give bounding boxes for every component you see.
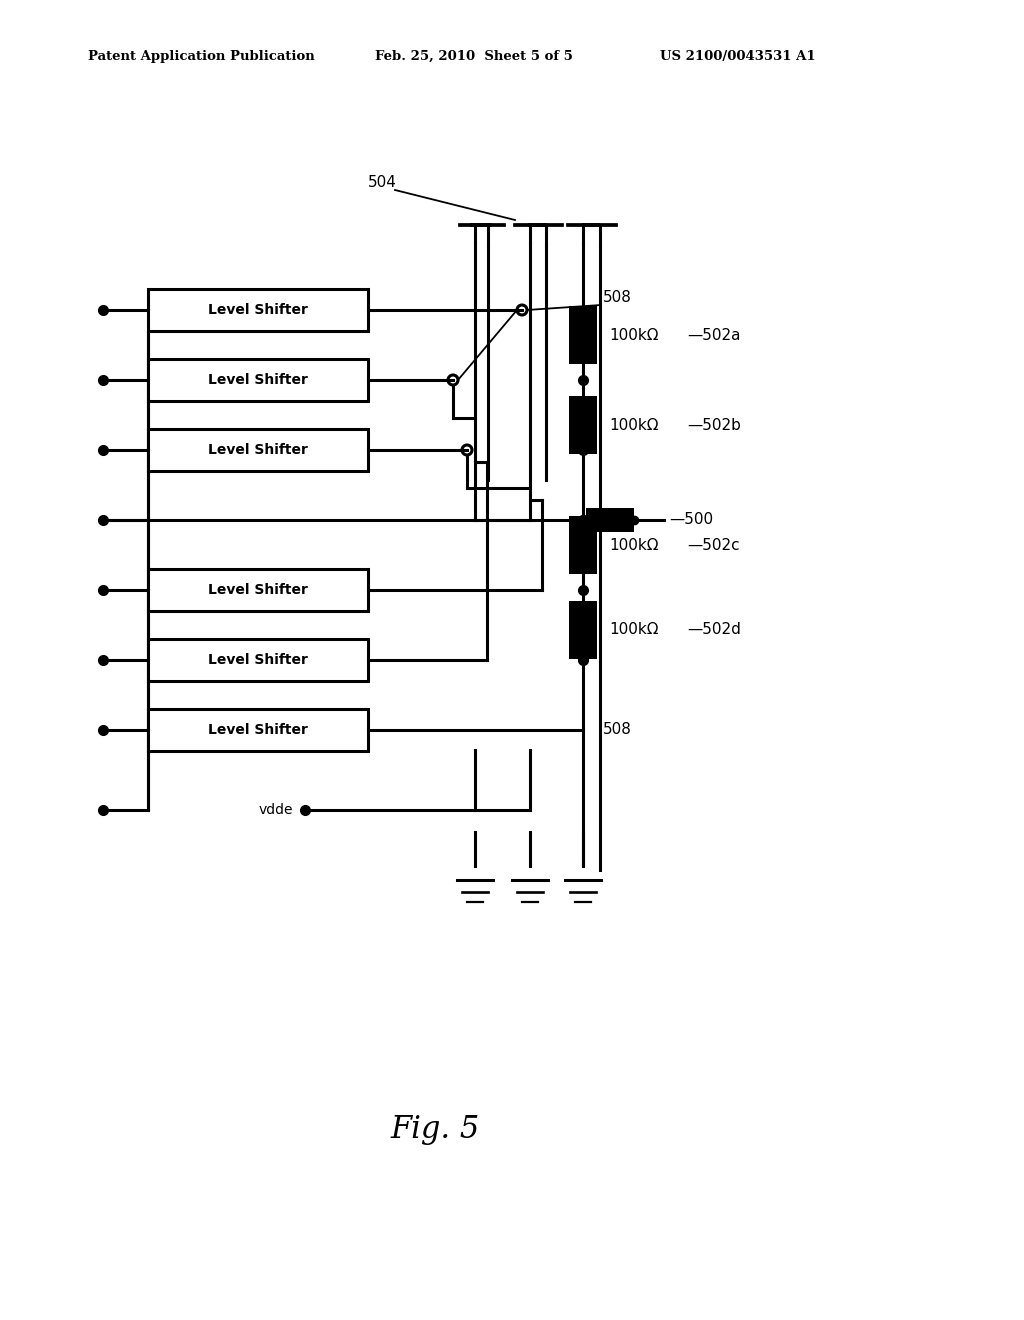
Bar: [148, 639, 368, 681]
Text: 508: 508: [603, 722, 632, 738]
Text: Patent Application Publication: Patent Application Publication: [88, 50, 314, 63]
Bar: [569, 516, 597, 574]
Text: Level Shifter: Level Shifter: [208, 583, 308, 597]
Bar: [148, 709, 368, 751]
Text: —502a: —502a: [687, 327, 740, 342]
Bar: [148, 359, 368, 401]
Text: —500: —500: [669, 512, 713, 528]
Text: 100kΩ: 100kΩ: [609, 327, 658, 342]
Text: 100kΩ: 100kΩ: [609, 623, 658, 638]
Text: 100kΩ: 100kΩ: [609, 537, 658, 553]
Text: Level Shifter: Level Shifter: [208, 723, 308, 737]
Text: Feb. 25, 2010  Sheet 5 of 5: Feb. 25, 2010 Sheet 5 of 5: [375, 50, 572, 63]
Bar: [586, 508, 634, 532]
Text: Level Shifter: Level Shifter: [208, 653, 308, 667]
Text: —502b: —502b: [687, 417, 741, 433]
Bar: [148, 429, 368, 471]
Text: 508: 508: [603, 290, 632, 305]
Text: vdde: vdde: [258, 803, 293, 817]
Bar: [148, 569, 368, 611]
Text: Level Shifter: Level Shifter: [208, 444, 308, 457]
Text: —502d: —502d: [687, 623, 741, 638]
Text: US 2100/0043531 A1: US 2100/0043531 A1: [660, 50, 816, 63]
Text: 504: 504: [368, 176, 397, 190]
Bar: [569, 396, 597, 454]
Text: Fig. 5: Fig. 5: [390, 1114, 479, 1144]
Text: Level Shifter: Level Shifter: [208, 374, 308, 387]
Bar: [569, 306, 597, 364]
Text: Level Shifter: Level Shifter: [208, 304, 308, 317]
Text: 100kΩ: 100kΩ: [609, 417, 658, 433]
Bar: [569, 601, 597, 659]
Text: —502c: —502c: [687, 537, 739, 553]
Bar: [148, 289, 368, 331]
